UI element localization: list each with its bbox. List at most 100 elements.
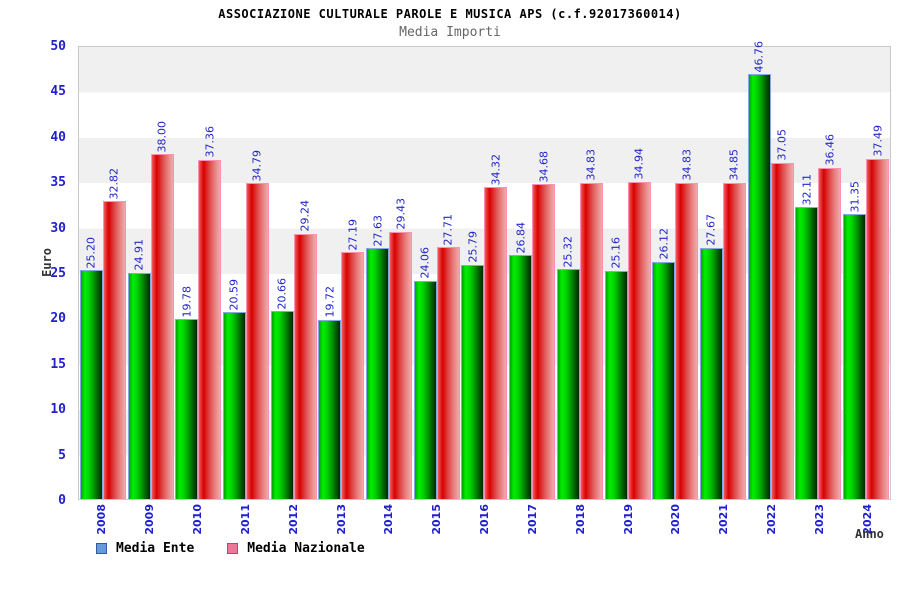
bar-media-ente-2023: 32.11 <box>795 174 819 499</box>
bar-value-label: 36.46 <box>823 134 837 166</box>
bar-group-2024: 31.35 37.49 <box>842 47 890 499</box>
legend-label-media-ente: Media Ente <box>116 541 195 556</box>
y-tick-label: 5 <box>58 447 66 463</box>
x-tick-label-2019: 2019 <box>621 504 635 535</box>
bar-media-nazionale-2016: 34.32 <box>484 154 508 499</box>
bar-value-label: 19.78 <box>180 285 194 318</box>
bar-media-ente-2012: 20.66 <box>270 278 294 499</box>
y-tick-label: 15 <box>50 356 66 372</box>
bar-group-2009: 24.91 38.00 <box>127 47 175 499</box>
bar-media-ente-2008: 25.20 <box>79 237 103 499</box>
x-tick-label-2023: 2023 <box>812 504 826 535</box>
bar-media-ente-2022: 46.76 <box>747 41 771 499</box>
x-tick-label-2013: 2013 <box>334 504 348 535</box>
x-tick-cell: 2015 <box>413 504 461 549</box>
bar-media-nazionale-2010: 37.36 <box>198 126 222 499</box>
bar-media-ente-2009: 24.91 <box>127 239 151 499</box>
y-axis-ticks: 0 5 10 15 20 25 30 35 40 45 50 <box>0 39 72 508</box>
x-tick-label-2010: 2010 <box>191 504 205 535</box>
bar-group-2013: 19.72 27.19 <box>318 47 366 499</box>
bar-value-label: 20.66 <box>275 277 289 310</box>
x-tick-cell: 2020 <box>652 504 700 549</box>
bar-media-ente-2014: 27.63 <box>366 215 390 499</box>
x-tick-cell: 2023 <box>795 504 843 549</box>
bar-value-label: 46.76 <box>752 40 766 73</box>
bar-media-nazionale-2013: 27.19 <box>341 219 365 499</box>
chart-title: ASSOCIAZIONE CULTURALE PAROLE E MUSICA A… <box>218 7 682 21</box>
bar-value-label: 34.83 <box>584 149 598 181</box>
x-tick-label-2008: 2008 <box>95 504 109 535</box>
y-tick-label: 25 <box>50 266 66 281</box>
bar-group-2020: 26.12 34.83 <box>651 47 699 499</box>
bar-value-label: 38.00 <box>155 120 169 153</box>
bar-group-2022: 46.76 37.05 <box>747 41 795 499</box>
bar-value-label: 25.20 <box>84 236 98 269</box>
x-tick-label-2021: 2021 <box>717 504 731 535</box>
bar-value-label: 32.11 <box>800 173 814 206</box>
legend-label-media-nazionale: Media Nazionale <box>247 541 365 556</box>
x-tick-cell: 2017 <box>508 504 556 549</box>
bar-media-nazionale-2017: 34.68 <box>532 151 556 499</box>
x-tick-label-2018: 2018 <box>573 504 587 535</box>
bar-value-label: 34.32 <box>489 153 503 186</box>
bar-group-2010: 19.78 37.36 <box>174 47 222 499</box>
bar-value-label: 27.19 <box>346 218 360 251</box>
x-tick-label-2022: 2022 <box>765 504 778 535</box>
y-tick-label: 30 <box>50 220 66 236</box>
bar-group-2011: 20.59 34.79 <box>222 47 270 499</box>
bar-group-2015: 24.06 27.71 <box>413 47 461 499</box>
bar-value-label: 27.63 <box>371 214 385 247</box>
bar-media-nazionale-2021: 34.85 <box>722 149 746 499</box>
plot-area: 25.20 32.82 24.91 38.00 19.78 37.36 20.59 34.79… <box>78 41 891 500</box>
y-tick-label: 0 <box>58 493 66 508</box>
bar-value-label: 26.84 <box>514 221 528 254</box>
bar-value-label: 24.06 <box>418 247 432 279</box>
bar-group-2021: 27.67 34.85 <box>699 47 747 499</box>
y-tick-label: 10 <box>50 402 66 418</box>
bar-value-label: 19.72 <box>323 286 337 318</box>
bar-media-ente-2018: 25.32 <box>556 236 580 499</box>
bar-value-label: 20.59 <box>227 278 241 311</box>
bar-group-2018: 25.32 34.83 <box>556 47 604 499</box>
bar-media-ente-2016: 25.79 <box>461 231 485 499</box>
x-tick-cell: 2021 <box>700 504 748 549</box>
bar-value-label: 27.67 <box>704 214 718 246</box>
bar-value-label: 25.79 <box>466 231 480 263</box>
bar-value-label: 37.36 <box>203 126 217 158</box>
bar-group-2016: 25.79 34.32 <box>461 47 509 499</box>
bar-media-ente-2011: 20.59 <box>222 279 246 499</box>
y-tick-label: 45 <box>50 84 66 100</box>
bar-value-label: 34.85 <box>727 149 741 181</box>
bar-value-label: 34.79 <box>250 149 264 182</box>
bar-media-ente-2024: 31.35 <box>843 181 867 499</box>
bar-value-label: 32.82 <box>107 167 121 200</box>
bar-media-nazionale-2009: 38.00 <box>150 121 174 499</box>
x-tick-cell: 2018 <box>556 504 604 549</box>
bar-media-nazionale-2018: 34.83 <box>579 149 603 499</box>
bar-value-label: 34.68 <box>537 150 551 183</box>
y-tick-label: 50 <box>50 39 66 54</box>
bar-media-nazionale-2023: 36.46 <box>818 134 842 499</box>
bar-value-label: 25.32 <box>561 235 575 268</box>
x-tick-label-2009: 2009 <box>143 504 157 535</box>
bar-media-ente-2013: 19.72 <box>318 286 342 499</box>
bar-group-2012: 20.66 29.24 <box>270 47 318 499</box>
y-tick-label: 40 <box>50 129 66 145</box>
x-tick-label-2017: 2017 <box>525 504 539 535</box>
legend-swatch-media-ente <box>96 543 107 554</box>
bar-value-label: 34.94 <box>632 148 646 180</box>
bar-value-label: 29.24 <box>298 200 312 232</box>
bar-media-nazionale-2024: 37.49 <box>866 125 890 499</box>
bar-media-nazionale-2014: 29.43 <box>389 198 413 499</box>
bar-value-label: 29.43 <box>394 198 408 230</box>
x-tick-cell: 2019 <box>604 504 652 549</box>
bar-group-2019: 25.16 34.94 <box>604 47 652 499</box>
bar-value-label: 27.71 <box>441 213 455 246</box>
bar-media-nazionale-2008: 32.82 <box>102 168 126 499</box>
bar-group-2014: 27.63 29.43 <box>365 47 413 499</box>
legend-swatch-media-nazionale <box>227 543 239 554</box>
x-tick-label-2011: 2011 <box>238 504 252 535</box>
bar-media-ente-2017: 26.84 <box>509 222 533 499</box>
bar-media-ente-2019: 25.16 <box>604 237 628 499</box>
